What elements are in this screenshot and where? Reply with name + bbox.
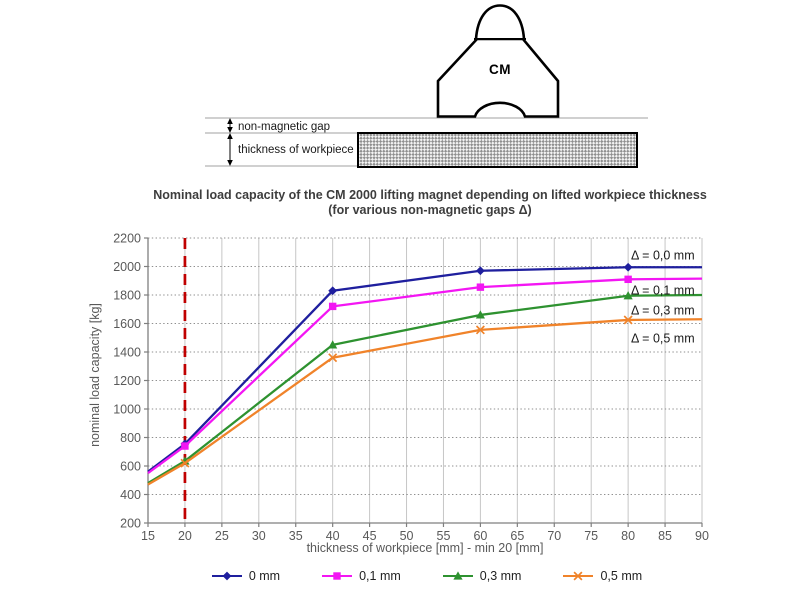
x-axis-label: thickness of workpiece [mm] - min 20 [mm…	[306, 541, 544, 555]
gap-dimension-arrow	[227, 118, 233, 133]
series-line	[147, 318, 703, 486]
x-tick-label: 45	[363, 529, 377, 543]
chart-legend: 0 mm 0,1 mm 0,3 mm 0,5 mm	[54, 569, 800, 583]
y-tick-label: 600	[120, 460, 141, 474]
marker-x	[475, 325, 485, 335]
chart-title-line2: (for various non-magnetic gaps Δ)	[328, 203, 532, 217]
legend-item-05mm: 0,5 mm	[563, 569, 642, 583]
legend-marker-icon	[563, 571, 594, 581]
x-tick-label: 40	[326, 529, 340, 543]
x-tick-label: 55	[437, 529, 451, 543]
legend-label: 0 mm	[248, 569, 281, 583]
legend-item-01mm: 0,1 mm	[322, 569, 401, 583]
x-tick-label: 65	[510, 529, 524, 543]
marker-diamond	[222, 571, 232, 581]
legend-label: 0,3 mm	[479, 569, 522, 583]
x-tick-label: 90	[695, 529, 709, 543]
x-tick-label: 35	[289, 529, 303, 543]
magnet-schematic: non-magnetic gap thickness of workpiece …	[205, 4, 648, 168]
marker-diamond	[623, 262, 633, 272]
y-tick-label: 2200	[113, 232, 141, 246]
series-line	[147, 277, 703, 475]
y-tick-label: 800	[120, 431, 141, 445]
series-05mm	[147, 315, 703, 486]
marker-square	[181, 442, 189, 450]
annotation-gap: Δ = 0,3 mm	[631, 303, 695, 317]
series-01mm	[147, 275, 703, 475]
x-tick-label: 15	[141, 529, 155, 543]
marker-x	[573, 571, 583, 581]
marker-square	[333, 572, 341, 580]
marker-diamond	[328, 286, 338, 296]
marker-x	[328, 353, 338, 363]
x-tick-label: 80	[621, 529, 635, 543]
series-line	[147, 293, 703, 485]
x-tick-label: 70	[547, 529, 561, 543]
x-tick-label: 75	[584, 529, 598, 543]
chart-title: Nominal load capacity of the CM 2000 lif…	[60, 188, 800, 218]
magnet-body	[436, 37, 560, 118]
x-tick-label: 30	[252, 529, 266, 543]
workpiece-block	[357, 132, 638, 168]
legend-item-0mm: 0 mm	[211, 569, 281, 583]
x-tick-label: 50	[400, 529, 414, 543]
y-tick-label: 1200	[113, 374, 141, 388]
thickness-label: thickness of workpiece	[238, 144, 354, 156]
series-line	[147, 266, 702, 473]
annotation-gap: Δ = 0,0 mm	[631, 249, 695, 263]
legend-marker-icon	[442, 571, 473, 580]
legend-marker-icon	[322, 572, 353, 580]
y-tick-label: 400	[120, 488, 141, 502]
y-tick-label: 1400	[113, 346, 141, 360]
x-tick-label: 85	[658, 529, 672, 543]
magnet-label: CM	[489, 62, 511, 77]
marker-square	[328, 302, 337, 311]
annotation-gap: Δ = 0,1 mm	[631, 284, 695, 298]
annotation-gap: Δ = 0,5 mm	[631, 331, 695, 345]
y-tick-label: 1600	[113, 317, 141, 331]
legend-marker-icon	[211, 571, 242, 581]
marker-diamond	[476, 266, 485, 276]
marker-x	[623, 315, 633, 325]
magnet-handle	[474, 4, 526, 40]
y-tick-label: 1800	[113, 289, 141, 303]
chart-title-line1: Nominal load capacity of the CM 2000 lif…	[153, 188, 707, 202]
legend-item-03mm: 0,3 mm	[442, 569, 522, 583]
y-axis-label: nominal load capacity [kg]	[88, 303, 102, 447]
gap-label: non-magnetic gap	[238, 121, 330, 133]
marker-triangle	[475, 310, 485, 319]
marker-triangle	[623, 291, 633, 300]
y-tick-label: 2000	[113, 260, 141, 274]
marker-x	[180, 458, 190, 468]
legend-label: 0,1 mm	[359, 569, 401, 583]
marker-square	[624, 275, 632, 284]
marker-square	[476, 283, 485, 291]
y-tick-label: 1000	[113, 403, 141, 417]
marker-triangle	[328, 340, 338, 349]
legend-label: 0,5 mm	[600, 569, 643, 583]
thickness-dimension-arrow	[227, 133, 233, 166]
marker-triangle	[453, 571, 463, 580]
x-tick-label: 25	[215, 529, 229, 543]
x-tick-label: 60	[473, 529, 487, 543]
x-tick-label: 20	[178, 529, 192, 543]
y-tick-label: 200	[120, 517, 141, 531]
